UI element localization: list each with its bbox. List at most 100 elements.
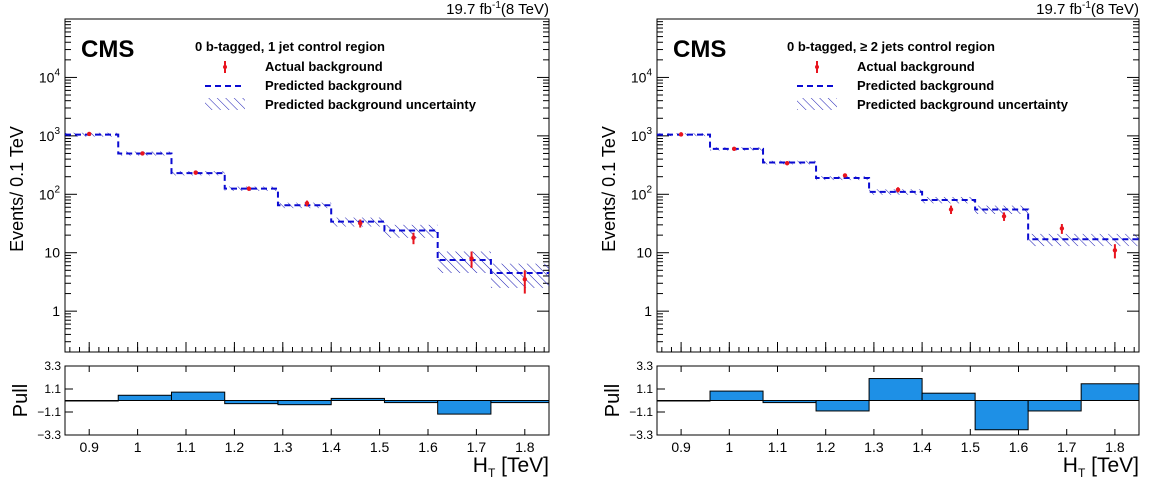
left-legend-unc-label: Predicted background uncertainty	[265, 97, 477, 112]
right-actual-point	[1112, 248, 1118, 253]
right-y-tick-label: 10	[636, 245, 652, 261]
left-x-tick-label: 1.5	[370, 439, 390, 455]
left-y-tick-label: 102	[39, 184, 61, 202]
left-x-tick-label: 1.6	[418, 439, 438, 455]
right-legend-actual-label: Actual background	[857, 59, 975, 74]
right-pull-bar	[656, 400, 711, 402]
right-predicted-histogram	[657, 133, 1139, 241]
right-y-tick-label: 104	[631, 67, 653, 85]
left-pull-bar	[224, 400, 279, 405]
right-x-axis-label: HT [TeV]	[1063, 454, 1139, 478]
right-pull-y-tick-label: 3.3	[636, 359, 653, 373]
right-legend-unc-swatch	[797, 98, 837, 110]
left-x-tick-label: 1.8	[515, 439, 535, 455]
right-x-tick-label: 1.7	[1057, 439, 1077, 455]
right-pull-y-tick-label: −1.1	[629, 405, 653, 419]
left-pull-bar	[490, 400, 550, 404]
left-y-tick-label: 10	[44, 245, 60, 261]
right-uncertainty-band	[657, 133, 711, 137]
right-pull-bar	[709, 390, 764, 402]
left-pull-bar	[330, 397, 385, 401]
right-actual-point	[1001, 214, 1007, 219]
right-pull-y-tick-label: −3.3	[629, 428, 653, 442]
left-pull-bar	[383, 400, 439, 404]
left-x-tick-label: 1.3	[273, 439, 293, 455]
left-pull-bar	[64, 400, 119, 402]
left-uncertainty-band	[490, 263, 549, 288]
left-legend-actual-label: Actual background	[265, 59, 383, 74]
left-x-tick-label: 1	[134, 439, 142, 455]
right-actual-point	[731, 146, 737, 152]
right-lumi-label: 19.7 fb-1(8 TeV)	[1036, 0, 1139, 18]
left-y-tick-label: 103	[39, 126, 61, 144]
left-legend-unc-swatch	[205, 98, 245, 110]
left-y-tick-label: 1	[52, 303, 60, 319]
left-actual-point	[522, 277, 527, 282]
right-actual-point	[895, 187, 901, 192]
left-actual-point	[469, 256, 474, 261]
left-pull-bar	[117, 394, 172, 402]
right-pull-bar	[1080, 383, 1140, 402]
left-pull-y-tick-label: 3.3	[44, 359, 61, 373]
right-pull-bar	[868, 378, 923, 401]
left-pull-bar	[170, 391, 226, 401]
left-actual-point	[358, 221, 363, 226]
left-x-tick-label: 1.7	[467, 439, 487, 455]
right-x-tick-label: 1.6	[1009, 439, 1029, 455]
left-legend-predicted-label: Predicted background	[265, 78, 402, 93]
left-actual-point	[246, 186, 252, 191]
right-pull-bar	[1027, 400, 1082, 412]
left-uncertainty-band	[118, 151, 172, 156]
right-actual-point	[1059, 226, 1065, 231]
left-pull-axis-label: Pull	[10, 384, 32, 417]
right-panel: 19.7 fb-1(8 TeV) CMS 0 b-tagged, ≥ 2 jets …	[599, 0, 1140, 480]
right-y-tick-label: 102	[631, 184, 653, 202]
right-pull-y-tick-label: 1.1	[636, 382, 653, 396]
left-x-tick-label: 1.4	[321, 439, 341, 455]
left-uncertainty-band	[437, 251, 491, 273]
right-x-tick-label: 1.2	[816, 439, 836, 455]
left-region-label: 0 b-tagged, 1 jet control region	[195, 39, 385, 54]
right-x-tick-label: 1.1	[768, 439, 788, 455]
left-predicted-histogram	[65, 133, 549, 274]
right-main-frame	[656, 18, 1140, 353]
left-experiment-label: CMS	[81, 36, 134, 63]
right-region-label: 0 b-tagged, ≥ 2 jets control region	[787, 39, 995, 54]
left-x-tick-label: 1.1	[176, 439, 196, 455]
left-y-tick-label: 104	[39, 67, 61, 85]
right-legend-actual-dot	[815, 65, 819, 69]
left-actual-point	[140, 151, 145, 156]
right-x-tick-label: 1.4	[912, 439, 932, 455]
right-y-axis-label: Events/ 0.1 TeV	[599, 126, 619, 252]
left-lumi-label: 19.7 fb-1(8 TeV)	[446, 0, 549, 18]
right-x-tick-label: 1.3	[864, 439, 884, 455]
right-uncertainty-band	[1081, 233, 1139, 247]
left-pull-y-tick-label: 1.1	[44, 382, 61, 396]
right-y-tick-label: 1	[644, 303, 652, 319]
left-actual-point	[87, 131, 92, 137]
left-x-axis-label: HT [TeV]	[473, 454, 549, 478]
right-y-tick-label: 103	[631, 126, 653, 144]
right-actual-point	[842, 173, 848, 178]
right-experiment-label: CMS	[673, 36, 726, 63]
left-uncertainty-band	[65, 132, 119, 137]
left-pull-bar	[277, 400, 332, 406]
right-actual-point	[948, 207, 954, 212]
left-pull-y-tick-label: −1.1	[37, 405, 61, 419]
right-x-tick-label: 1.5	[961, 439, 981, 455]
left-legend-actual-dot	[223, 65, 227, 69]
right-pull-bar	[974, 400, 1029, 431]
right-uncertainty-band	[816, 176, 870, 181]
left-main-frame	[64, 18, 550, 353]
left-pull-bar	[437, 400, 492, 415]
right-legend-predicted-label: Predicted background	[857, 78, 994, 93]
right-x-tick-label: 0.9	[671, 439, 691, 455]
left-y-axis-label: Events/ 0.1 TeV	[7, 126, 27, 252]
left-x-tick-label: 1.2	[225, 439, 245, 455]
left-x-tick-label: 0.9	[79, 439, 99, 455]
right-legend-unc-label: Predicted background uncertainty	[857, 97, 1069, 112]
right-uncertainty-band	[975, 205, 1029, 215]
right-pull-bar	[815, 400, 870, 412]
